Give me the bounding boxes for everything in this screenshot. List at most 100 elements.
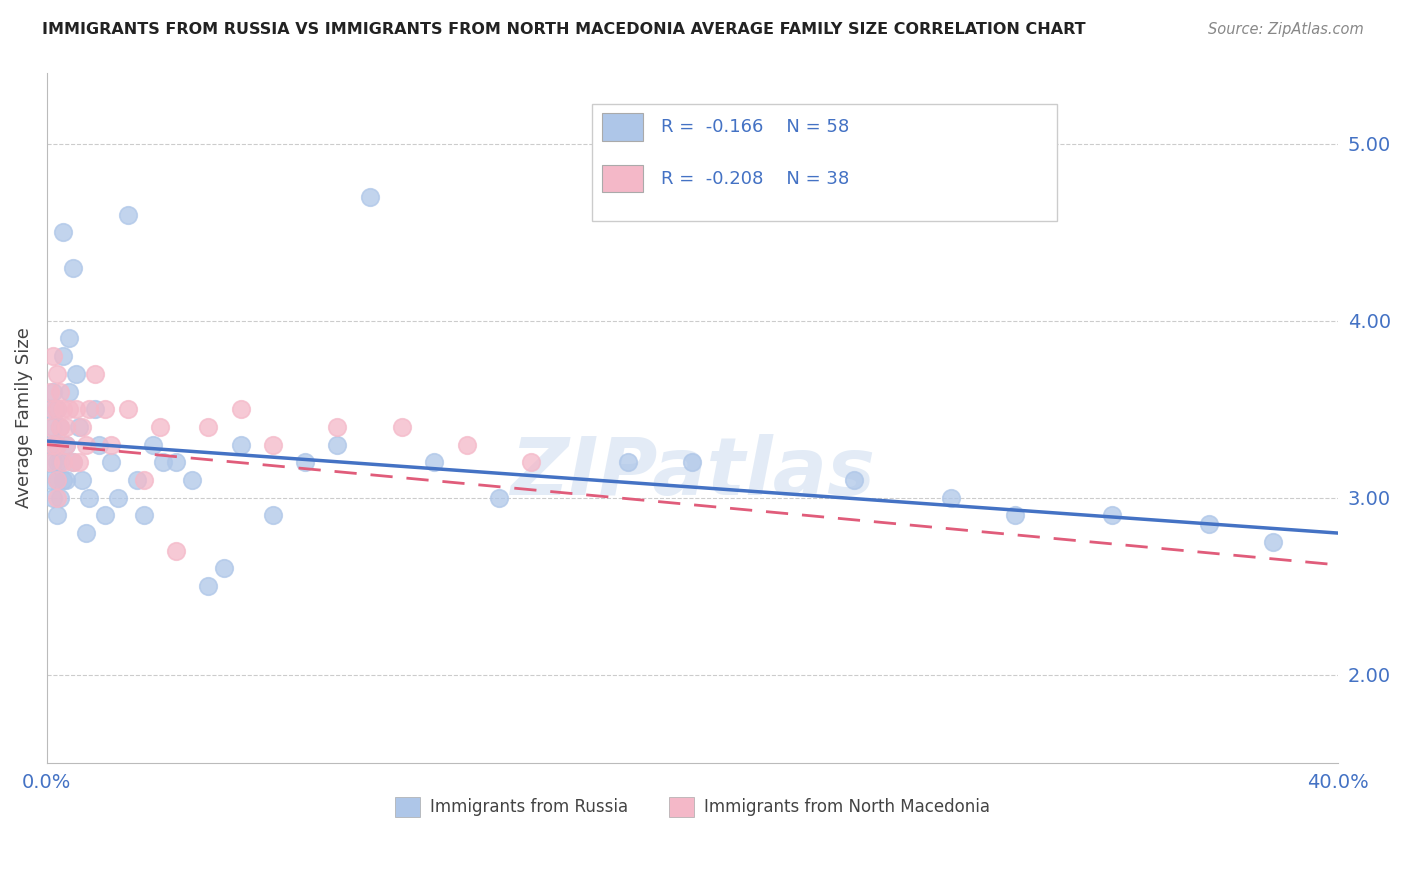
Point xyxy=(45,491,67,505)
Point xyxy=(359,190,381,204)
Point xyxy=(39,402,62,417)
Point xyxy=(49,420,72,434)
Point xyxy=(45,402,67,417)
Point xyxy=(58,384,80,399)
Point xyxy=(107,491,129,505)
Point xyxy=(49,420,72,434)
Point xyxy=(52,225,75,239)
Point xyxy=(62,260,84,275)
Point xyxy=(52,473,75,487)
Point xyxy=(84,367,107,381)
Point xyxy=(77,402,100,417)
Point xyxy=(77,491,100,505)
Point xyxy=(181,473,204,487)
Point xyxy=(39,455,62,469)
FancyBboxPatch shape xyxy=(592,104,1056,221)
Point xyxy=(197,420,219,434)
Point xyxy=(45,367,67,381)
Point xyxy=(94,508,117,523)
Point xyxy=(58,331,80,345)
Point xyxy=(682,455,704,469)
Point xyxy=(67,420,90,434)
Point xyxy=(149,420,172,434)
Point xyxy=(58,402,80,417)
Point xyxy=(49,455,72,469)
Point xyxy=(45,508,67,523)
Point xyxy=(75,526,97,541)
Point xyxy=(1004,508,1026,523)
Point xyxy=(142,437,165,451)
FancyBboxPatch shape xyxy=(602,165,644,193)
Point xyxy=(52,402,75,417)
Point xyxy=(939,491,962,505)
Point xyxy=(117,208,139,222)
Point xyxy=(423,455,446,469)
Point xyxy=(617,455,640,469)
Point xyxy=(55,473,77,487)
Point xyxy=(42,402,65,417)
Point xyxy=(229,437,252,451)
Point xyxy=(262,508,284,523)
Point xyxy=(1101,508,1123,523)
Point xyxy=(42,455,65,469)
Text: R =  -0.166    N = 58: R = -0.166 N = 58 xyxy=(661,118,849,136)
Point xyxy=(55,437,77,451)
Point xyxy=(45,455,67,469)
Point xyxy=(45,473,67,487)
Point xyxy=(152,455,174,469)
Point xyxy=(456,437,478,451)
Point xyxy=(55,420,77,434)
Point xyxy=(42,384,65,399)
Point xyxy=(87,437,110,451)
Point xyxy=(1263,535,1285,549)
Point xyxy=(100,437,122,451)
Point xyxy=(132,508,155,523)
Point xyxy=(49,384,72,399)
Point xyxy=(45,473,67,487)
Point xyxy=(62,455,84,469)
Point xyxy=(62,455,84,469)
Point xyxy=(165,455,187,469)
Point xyxy=(65,402,87,417)
Point xyxy=(52,349,75,363)
Point xyxy=(165,543,187,558)
Point xyxy=(45,437,67,451)
Point xyxy=(117,402,139,417)
Point xyxy=(42,437,65,451)
Legend: Immigrants from Russia, Immigrants from North Macedonia: Immigrants from Russia, Immigrants from … xyxy=(388,790,997,824)
Point xyxy=(326,420,349,434)
Point xyxy=(55,437,77,451)
Point xyxy=(197,579,219,593)
FancyBboxPatch shape xyxy=(602,113,644,141)
Point xyxy=(49,491,72,505)
Point xyxy=(72,473,94,487)
Point xyxy=(39,473,62,487)
Point xyxy=(391,420,413,434)
Point xyxy=(294,455,316,469)
Point xyxy=(94,402,117,417)
Point xyxy=(100,455,122,469)
Point xyxy=(127,473,149,487)
Point xyxy=(842,473,865,487)
Point xyxy=(39,437,62,451)
Point xyxy=(39,420,62,434)
Point xyxy=(65,367,87,381)
Point xyxy=(229,402,252,417)
Point xyxy=(262,437,284,451)
Point xyxy=(45,437,67,451)
Point xyxy=(42,349,65,363)
Point xyxy=(520,455,543,469)
Y-axis label: Average Family Size: Average Family Size xyxy=(15,327,32,508)
Point xyxy=(72,420,94,434)
Text: IMMIGRANTS FROM RUSSIA VS IMMIGRANTS FROM NORTH MACEDONIA AVERAGE FAMILY SIZE CO: IMMIGRANTS FROM RUSSIA VS IMMIGRANTS FRO… xyxy=(42,22,1085,37)
Point xyxy=(39,384,62,399)
Point xyxy=(42,420,65,434)
Point xyxy=(326,437,349,451)
Point xyxy=(132,473,155,487)
Point xyxy=(75,437,97,451)
Point xyxy=(45,402,67,417)
Point xyxy=(52,455,75,469)
Point xyxy=(42,491,65,505)
Point xyxy=(488,491,510,505)
Point xyxy=(214,561,236,575)
